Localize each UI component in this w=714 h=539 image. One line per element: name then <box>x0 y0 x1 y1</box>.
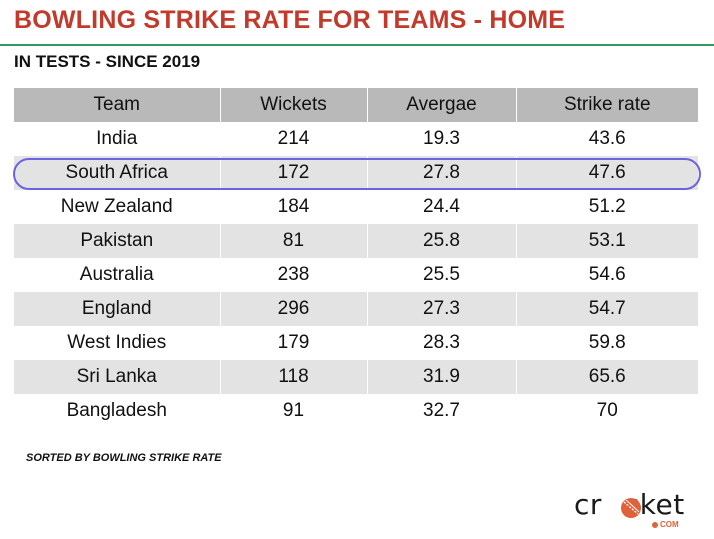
strike-rate-table: Team Wickets Avergae Strike rate India 2… <box>14 88 698 428</box>
strike-rate-cell: 47.6 <box>588 162 626 183</box>
team-cell: South Africa <box>14 156 221 190</box>
wickets-cell: 172 <box>220 156 368 190</box>
table-row: Sri Lanka 118 31.9 65.6 <box>14 360 698 394</box>
wickets-cell: 238 <box>220 258 368 292</box>
strike-rate-cell: 43.6 <box>588 128 626 149</box>
team-cell: Sri Lanka <box>14 360 221 394</box>
team-cell: Bangladesh <box>14 394 221 428</box>
team-cell: West Indies <box>14 326 221 360</box>
table-row: Australia 238 25.5 54.6 <box>14 258 698 292</box>
table-row: West Indies 179 28.3 59.8 <box>14 326 698 360</box>
page-title: BOWLING STRIKE RATE FOR TEAMS - HOME <box>14 6 566 34</box>
cricket-ball-icon <box>621 498 641 518</box>
team-cell: Pakistan <box>14 224 221 258</box>
strike-rate-cell: 59.8 <box>588 332 626 353</box>
average-cell: 31.9 <box>367 360 517 394</box>
average-cell: 27.8 <box>367 156 517 190</box>
wickets-cell: 91 <box>220 394 368 428</box>
average-cell: 32.7 <box>367 394 517 428</box>
column-header-wickets: Wickets <box>220 88 368 122</box>
sort-footnote: SORTED BY BOWLING STRIKE RATE <box>26 452 222 464</box>
table-row: South Africa 172 27.8 47.6 <box>14 156 698 190</box>
column-header-team: Team <box>14 88 221 122</box>
cricket-com-logo: cr cket COM <box>574 488 694 532</box>
strike-rate-cell: 54.7 <box>588 298 626 319</box>
team-cell: Australia <box>14 258 221 292</box>
logo-domain: COM <box>652 520 679 529</box>
strike-rate-cell: 65.6 <box>588 366 626 387</box>
wickets-cell: 179 <box>220 326 368 360</box>
wickets-cell: 214 <box>220 122 368 156</box>
strike-rate-cell: 54.6 <box>588 264 626 285</box>
average-cell: 28.3 <box>367 326 517 360</box>
table-row: New Zealand 184 24.4 51.2 <box>14 190 698 224</box>
wickets-cell: 118 <box>220 360 368 394</box>
team-cell: New Zealand <box>14 190 221 224</box>
team-cell: England <box>14 292 221 326</box>
average-cell: 27.3 <box>367 292 517 326</box>
column-header-average: Avergae <box>367 88 517 122</box>
page-subtitle: IN TESTS - SINCE 2019 <box>14 52 201 71</box>
team-cell: India <box>14 122 221 156</box>
strike-rate-cell: 53.1 <box>588 230 626 251</box>
table-row: Pakistan 81 25.8 53.1 <box>14 224 698 258</box>
table-header-row: Team Wickets Avergae Strike rate <box>14 88 698 122</box>
average-cell: 24.4 <box>367 190 517 224</box>
column-header-strike-rate: Strike rate <box>563 94 651 115</box>
strike-rate-cell: 51.2 <box>588 196 626 217</box>
title-divider <box>0 44 714 46</box>
table-row: Bangladesh 91 32.7 70 <box>14 394 698 428</box>
average-cell: 19.3 <box>367 122 517 156</box>
average-cell: 25.5 <box>367 258 517 292</box>
strike-rate-cell: 70 <box>596 400 618 421</box>
wickets-cell: 184 <box>220 190 368 224</box>
wickets-cell: 296 <box>220 292 368 326</box>
average-cell: 25.8 <box>367 224 517 258</box>
table-row: India 214 19.3 43.6 <box>14 122 698 156</box>
table-row: England 296 27.3 54.7 <box>14 292 698 326</box>
wickets-cell: 81 <box>220 224 368 258</box>
